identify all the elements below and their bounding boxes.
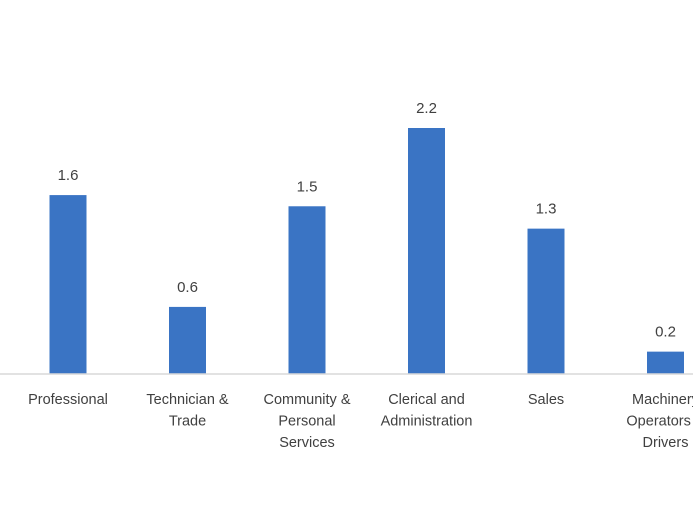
category-label-line: Sales: [528, 392, 564, 408]
category-label-line: Machinery: [632, 392, 693, 408]
bar-3: [408, 128, 445, 374]
bar-1: [169, 306, 206, 374]
category-label-5: Machinery Operators & Drivers: [626, 392, 693, 451]
data-label-0: 1.6: [58, 167, 79, 184]
data-label-4: 1.3: [536, 201, 557, 218]
category-label-line: Clerical and: [388, 392, 465, 408]
category-label-4: Sales: [528, 392, 564, 408]
category-label-1: Technician & Trade: [146, 392, 229, 430]
category-labels-group: Professional Technician & Trade Community &…: [28, 392, 693, 451]
category-label-3: Clerical and Administration: [381, 392, 473, 430]
category-label-line: Services: [279, 435, 335, 451]
bar-2: [288, 206, 326, 374]
category-label-line: Professional: [28, 392, 108, 408]
category-label-line: Trade: [169, 414, 206, 430]
category-label-line: Technician &: [146, 392, 229, 408]
bar-5: [647, 351, 684, 374]
data-label-5: 0.2: [655, 324, 676, 341]
category-label-line: Personal: [278, 414, 335, 430]
bar-4: [527, 228, 565, 374]
bars-group: [49, 128, 684, 374]
category-label-line: Administration: [381, 414, 473, 430]
category-label-0: Professional: [28, 392, 108, 408]
data-label-2: 1.5: [297, 178, 318, 195]
data-labels-group: 1.6 0.6 1.5 2.2 1.3 0.2: [58, 100, 676, 341]
data-label-1: 0.6: [177, 279, 198, 296]
category-label-line: Drivers: [643, 435, 689, 451]
data-label-3: 2.2: [416, 100, 437, 117]
bar-0: [49, 195, 87, 374]
category-label-2: Community & Personal Services: [263, 392, 350, 451]
category-label-line: Community &: [263, 392, 350, 408]
category-label-line: Operators &: [626, 414, 693, 430]
